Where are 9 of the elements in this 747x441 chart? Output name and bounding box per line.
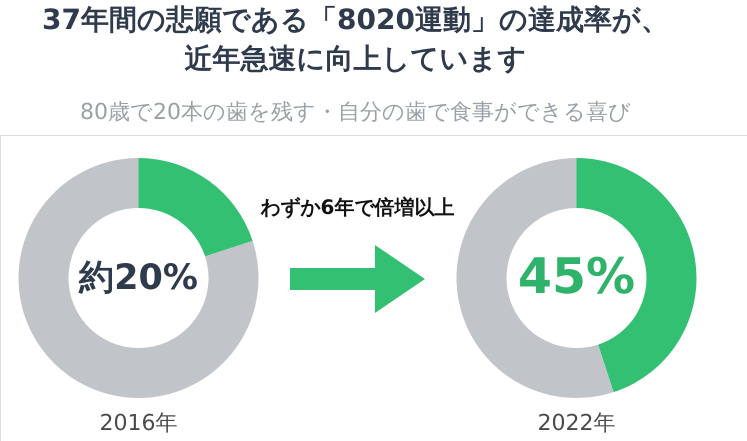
data-label: 約20% xyxy=(78,258,198,298)
text: 2022年 xyxy=(538,411,616,436)
text: 2016年 xyxy=(100,411,178,436)
donut-slice xyxy=(138,158,253,256)
text: 80歳で20本の歯を残す・自分の歯で食事ができる喜び xyxy=(80,100,631,125)
text: わずか6年で倍増以上 xyxy=(260,195,454,219)
donut-slice xyxy=(18,158,258,398)
text: 37年間の悲願である「8020運動」の達成率が、近年急速に向上しています xyxy=(42,3,669,75)
data-label: 45% xyxy=(518,248,636,305)
